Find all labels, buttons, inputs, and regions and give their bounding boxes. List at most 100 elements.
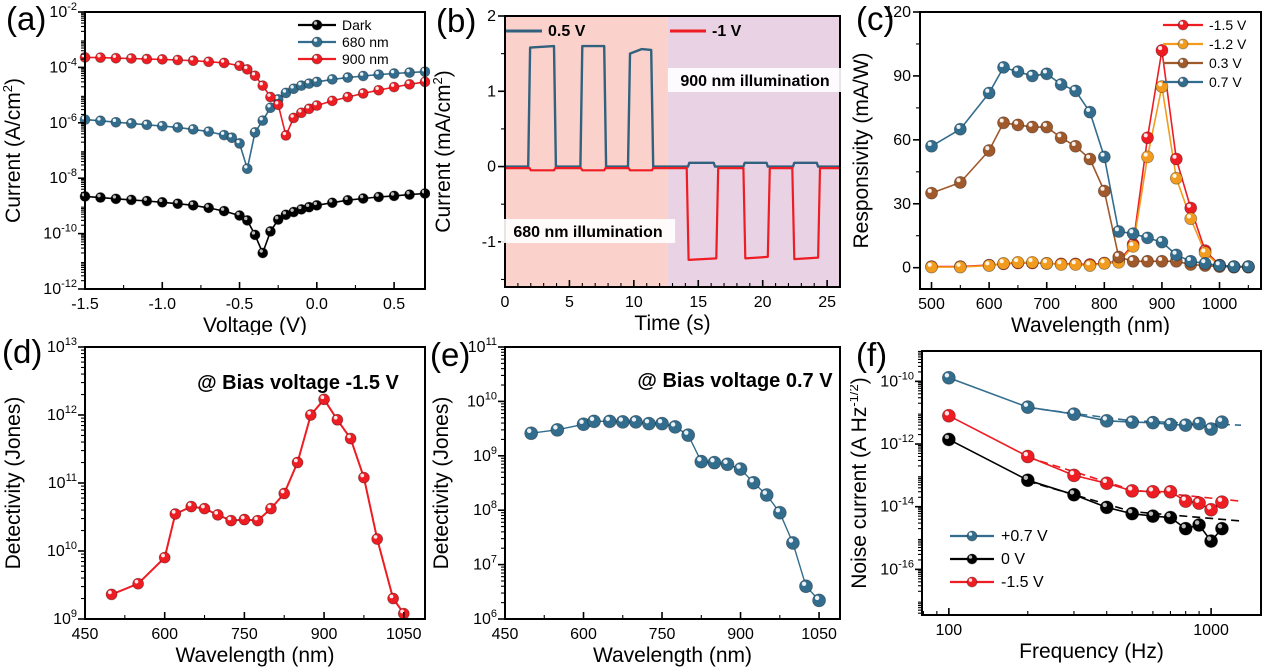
svg-text:1: 1 bbox=[487, 83, 496, 100]
svg-text:Voltage (V): Voltage (V) bbox=[203, 314, 307, 335]
svg-text:680 nm: 680 nm bbox=[342, 34, 389, 50]
panel-label-f: (f) bbox=[856, 336, 888, 373]
svg-text:Detectivity (Jones): Detectivity (Jones) bbox=[430, 397, 453, 570]
svg-text:15: 15 bbox=[689, 294, 707, 311]
svg-text:5: 5 bbox=[565, 294, 574, 311]
panel-label-b: (b) bbox=[436, 2, 477, 39]
svg-text:+0.7 V: +0.7 V bbox=[1001, 528, 1048, 545]
svg-text:108: 108 bbox=[473, 499, 497, 519]
svg-text:900: 900 bbox=[311, 626, 338, 643]
svg-text:700: 700 bbox=[1033, 296, 1060, 313]
svg-text:450: 450 bbox=[492, 626, 519, 643]
panel-f-chart: 100 1000 10-10 10-12 10-14 10-16 Frequency (Hz… bbox=[846, 335, 1269, 671]
panel-c-chart: 500 600 700 800 900 1000 0 30 60 90 120 Wavelength … bbox=[850, 0, 1269, 337]
svg-text:10-2: 10-2 bbox=[49, 1, 77, 21]
svg-text:0: 0 bbox=[501, 294, 510, 311]
svg-text:1013: 1013 bbox=[47, 336, 77, 356]
svg-text:90: 90 bbox=[893, 68, 911, 85]
svg-text:107: 107 bbox=[473, 554, 497, 574]
svg-text:60: 60 bbox=[893, 132, 911, 149]
svg-text:Time (s): Time (s) bbox=[634, 312, 710, 335]
panel-d-chart: 450 600 750 900 1050 1013 1012 1011 1010 109 Wavel… bbox=[0, 335, 430, 671]
panel-label-a: (a) bbox=[6, 0, 47, 37]
panel-e-chart: 450 600 750 900 1050 1011 1010 109 108 107 106 Wave… bbox=[430, 335, 850, 671]
svg-text:120: 120 bbox=[884, 4, 911, 21]
svg-text:500: 500 bbox=[918, 296, 945, 313]
svg-text:750: 750 bbox=[231, 626, 258, 643]
svg-text:10-16: 10-16 bbox=[880, 558, 914, 578]
svg-text:0.0: 0.0 bbox=[306, 296, 328, 313]
svg-text:800: 800 bbox=[1091, 296, 1118, 313]
svg-text:1010: 1010 bbox=[467, 390, 497, 410]
svg-text:Current (mA/cm2): Current (mA/cm2) bbox=[430, 70, 455, 232]
svg-text:900 nm illumination: 900 nm illumination bbox=[680, 73, 829, 90]
svg-text:1050: 1050 bbox=[801, 626, 837, 643]
svg-text:20: 20 bbox=[754, 294, 772, 311]
svg-text:Dark: Dark bbox=[342, 17, 373, 33]
svg-text:10-14: 10-14 bbox=[880, 496, 914, 516]
svg-text:0.3 V: 0.3 V bbox=[1209, 55, 1242, 71]
panel-label-c: (c) bbox=[856, 0, 895, 37]
svg-text:10-10: 10-10 bbox=[880, 370, 914, 390]
svg-text:109: 109 bbox=[53, 608, 77, 628]
svg-text:@ Bias voltage -1.5 V: @ Bias voltage -1.5 V bbox=[197, 372, 399, 394]
svg-text:0.5: 0.5 bbox=[383, 296, 405, 313]
svg-text:1010: 1010 bbox=[47, 540, 77, 560]
panel-a-chart: -1.5 -1.0 -0.5 0.0 0.5 10-2 10-4 10-6 10-8 10-10 1… bbox=[0, 0, 431, 337]
panel-label-d: (d) bbox=[2, 333, 43, 370]
svg-text:Wavelength (nm): Wavelength (nm) bbox=[175, 644, 334, 667]
svg-text:@ Bias voltage 0.7 V: @ Bias voltage 0.7 V bbox=[637, 370, 833, 392]
svg-text:10: 10 bbox=[625, 294, 643, 311]
svg-text:900 nm: 900 nm bbox=[342, 51, 389, 67]
svg-text:106: 106 bbox=[473, 608, 497, 628]
svg-text:-1.2 V: -1.2 V bbox=[1209, 36, 1247, 52]
svg-text:Noise current (A Hz-1/2): Noise current (A Hz-1/2) bbox=[850, 377, 871, 588]
svg-text:Frequency (Hz): Frequency (Hz) bbox=[1019, 640, 1164, 663]
svg-text:900: 900 bbox=[1149, 296, 1176, 313]
svg-text:10-12: 10-12 bbox=[880, 433, 914, 453]
svg-text:10-10: 10-10 bbox=[43, 223, 77, 243]
svg-text:-1.5 V: -1.5 V bbox=[1001, 574, 1044, 591]
svg-text:680 nm illumination: 680 nm illumination bbox=[513, 224, 662, 241]
svg-text:10-8: 10-8 bbox=[49, 167, 77, 187]
svg-text:-1.5 V: -1.5 V bbox=[1209, 17, 1247, 33]
svg-text:600: 600 bbox=[976, 296, 1003, 313]
svg-text:1000: 1000 bbox=[1193, 622, 1229, 639]
panel-b-chart: 0 5 10 15 20 25 -1 0 1 2 Time (s) Current (mA/cm2) 0… bbox=[430, 0, 850, 335]
svg-text:1011: 1011 bbox=[468, 336, 497, 356]
svg-text:750: 750 bbox=[649, 626, 676, 643]
svg-text:30: 30 bbox=[893, 196, 911, 213]
svg-text:10-6: 10-6 bbox=[49, 112, 77, 132]
svg-text:10-12: 10-12 bbox=[43, 278, 77, 298]
svg-text:0: 0 bbox=[902, 260, 911, 277]
svg-text:Wavelength (nm): Wavelength (nm) bbox=[1011, 314, 1170, 335]
svg-text:109: 109 bbox=[473, 445, 497, 465]
svg-text:Detectivity (Jones): Detectivity (Jones) bbox=[2, 397, 25, 570]
svg-text:-1: -1 bbox=[482, 234, 496, 251]
svg-text:900: 900 bbox=[727, 626, 754, 643]
svg-text:1000: 1000 bbox=[1202, 296, 1238, 313]
svg-text:10-4: 10-4 bbox=[49, 56, 77, 76]
svg-text:-1.5: -1.5 bbox=[71, 296, 99, 313]
svg-text:Responsivity (mA/W): Responsivity (mA/W) bbox=[850, 52, 873, 248]
svg-text:0: 0 bbox=[487, 159, 496, 176]
svg-text:100: 100 bbox=[935, 622, 962, 639]
svg-text:1011: 1011 bbox=[48, 472, 77, 492]
svg-text:25: 25 bbox=[818, 294, 836, 311]
svg-text:1050: 1050 bbox=[386, 626, 422, 643]
svg-text:Wavelength (nm): Wavelength (nm) bbox=[593, 644, 752, 667]
svg-text:600: 600 bbox=[151, 626, 178, 643]
svg-text:-1 V: -1 V bbox=[712, 23, 742, 40]
svg-text:0 V: 0 V bbox=[1001, 551, 1025, 568]
svg-text:600: 600 bbox=[570, 626, 597, 643]
svg-text:2: 2 bbox=[487, 8, 496, 25]
svg-text:1012: 1012 bbox=[47, 404, 77, 424]
svg-text:-0.5: -0.5 bbox=[226, 296, 254, 313]
svg-text:450: 450 bbox=[72, 626, 99, 643]
svg-text:Current (A/cm2): Current (A/cm2) bbox=[0, 78, 25, 223]
svg-text:0.5 V: 0.5 V bbox=[548, 23, 586, 40]
svg-text:-1.0: -1.0 bbox=[148, 296, 176, 313]
panel-label-e: (e) bbox=[430, 336, 471, 373]
svg-text:0.7 V: 0.7 V bbox=[1209, 74, 1242, 90]
